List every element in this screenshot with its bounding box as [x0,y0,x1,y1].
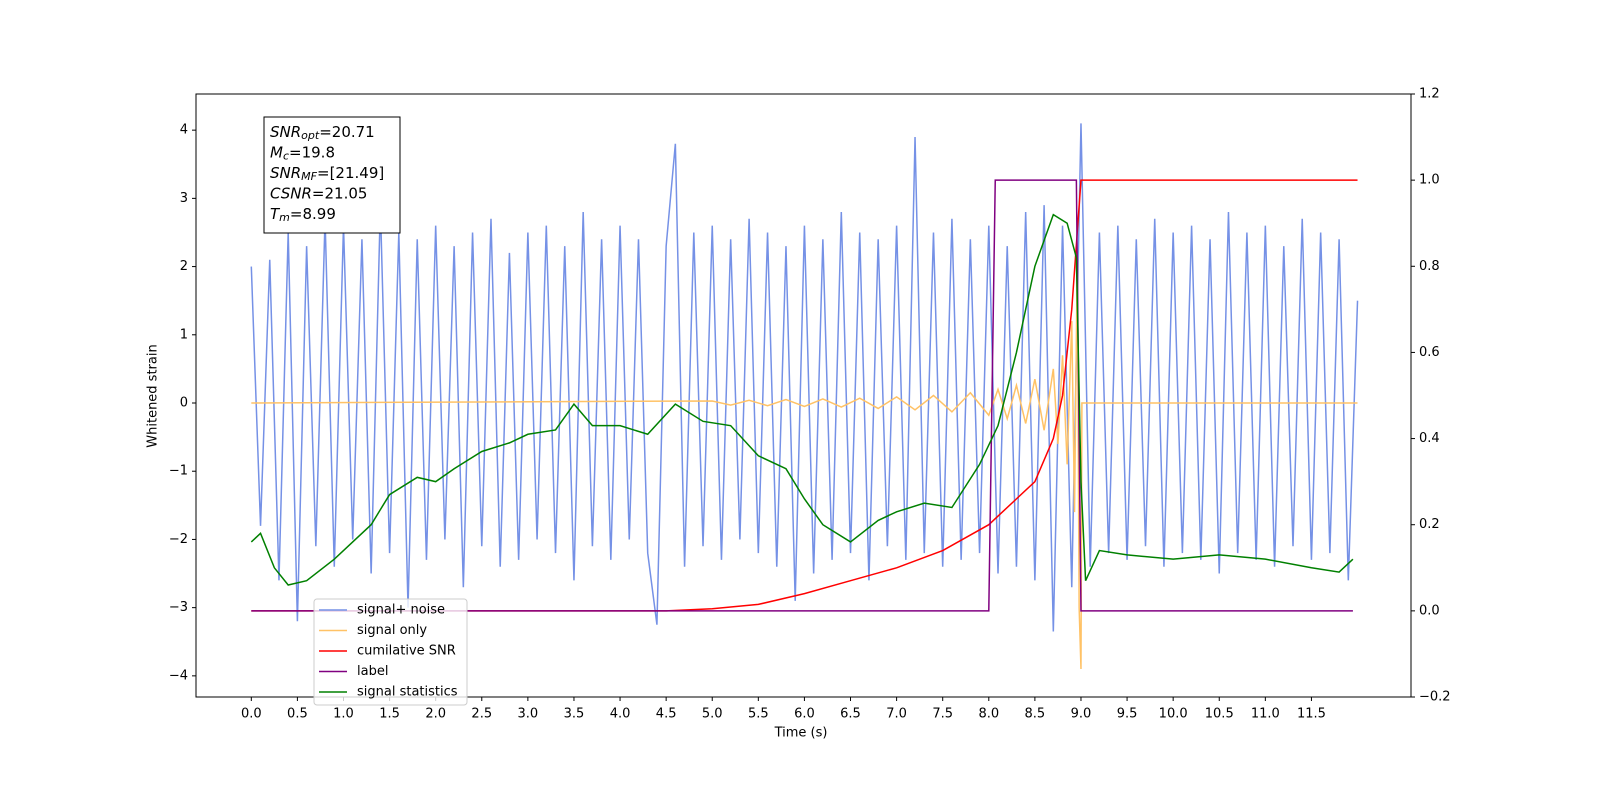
legend-label: signal+ noise [357,603,445,618]
x-tick-label: 6.5 [840,707,861,722]
x-tick-label: 4.5 [656,707,677,722]
y2-tick-label: 1.0 [1419,173,1440,188]
x-tick-label: 9.5 [1117,707,1138,722]
annotation-value: =[21.49] [317,164,384,182]
x-tick-label: 11.5 [1297,707,1326,722]
x-tick-label: 0.5 [287,707,308,722]
annotation-value: =21.05 [312,184,368,202]
y-tick-label: 2 [180,259,188,274]
legend-label: label [357,664,388,679]
annotation: Mc=19.8 [270,143,335,163]
annotation-sub: m [279,211,290,224]
y-tick-label: −2 [169,532,188,547]
y2-tick-label: 0.6 [1419,345,1440,360]
series-line [250,213,1354,586]
y-axis-label: Whitened strain [146,344,161,447]
legend-label: signal statistics [357,685,458,700]
y-tick-label: 0 [180,396,188,411]
x-tick-label: 11.0 [1251,707,1280,722]
y-tick-label: 3 [180,191,188,206]
x-tick-label: 10.0 [1159,707,1188,722]
annotation-sub: MF [301,170,317,183]
x-tick-label: 2.0 [425,707,446,722]
annotation-sub: opt [301,129,320,142]
x-tick-label: 5.0 [702,707,723,722]
annotation-value: =8.99 [290,205,336,223]
legend-label: signal only [357,623,427,638]
x-axis-label: Time (s) [774,726,828,741]
annotation-value: =20.71 [319,123,375,141]
x-tick-label: 1.0 [333,707,354,722]
legend-box [313,598,468,706]
annotation-sub: c [283,150,289,163]
x-tick-label: 8.5 [1025,707,1046,722]
x-tick-label: 5.5 [748,707,769,722]
y-tick-label: −4 [169,668,188,683]
x-tick-label: 6.0 [794,707,815,722]
series-line [251,179,1353,612]
annotation-name: T [270,205,281,223]
annotation-name: SNR [270,164,301,182]
x-tick-label: 0.0 [241,707,262,722]
y-tick-label: −3 [169,600,188,615]
x-tick-label: 10.5 [1205,707,1234,722]
series-line [251,252,1358,670]
annotation-name: CSNR [270,184,312,202]
y-tick-label: −1 [169,464,188,479]
x-tick-label: 4.0 [610,707,631,722]
y-tick-label: 4 [180,123,188,138]
y2-tick-label: −0.2 [1419,690,1451,705]
x-tick-label: 3.5 [564,707,585,722]
x-tick-label: 8.0 [978,707,999,722]
annotation-name: SNR [270,123,301,141]
x-tick-label: 7.0 [886,707,907,722]
annotation: SNRopt=20.71 [270,123,375,143]
x-tick-label: 3.0 [518,707,539,722]
annotation-name: M [270,143,283,161]
x-tick-label: 7.5 [932,707,953,722]
y2-tick-label: 0.2 [1419,517,1440,532]
annotation-box [263,116,401,234]
series-line [251,179,1358,612]
y2-tick-label: 0.0 [1419,603,1440,618]
annotation: SNRMF=[21.49] [270,164,384,184]
annotation-value: =19.8 [289,143,335,161]
y-tick-label: 1 [180,327,188,342]
y2-tick-label: 0.8 [1419,259,1440,274]
annotation: CSNR=21.05 [270,184,367,202]
x-tick-label: 9.0 [1071,707,1092,722]
series-line [250,123,1359,632]
x-tick-label: 2.5 [471,707,492,722]
legend-label: cumilative SNR [357,644,456,659]
plot-frame [195,93,1412,698]
y2-tick-label: 0.4 [1419,431,1440,446]
annotation: Tm=8.99 [270,205,336,225]
x-tick-label: 1.5 [379,707,400,722]
y2-tick-label: 1.2 [1419,87,1440,102]
